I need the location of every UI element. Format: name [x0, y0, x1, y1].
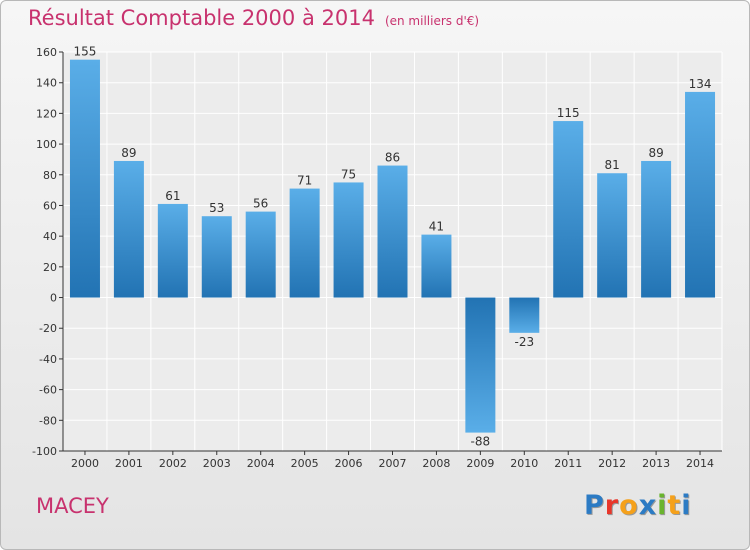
y-tick-label: 140	[36, 77, 57, 90]
x-tick-label: 2009	[466, 457, 494, 470]
brand-letter: t	[667, 490, 682, 521]
x-tick-label: 2006	[335, 457, 363, 470]
commune-name: MACEY	[36, 494, 109, 518]
brand-letter: x	[638, 490, 658, 521]
x-tick-label: 2014	[686, 457, 714, 470]
bar-value-label: 75	[341, 167, 356, 181]
bar-value-label: 41	[429, 220, 444, 234]
y-tick-label: 80	[43, 169, 57, 182]
bar-value-label: -88	[471, 435, 491, 449]
x-tick-label: 2003	[203, 457, 231, 470]
brand-letter: i	[681, 490, 692, 521]
bar-value-label: 134	[689, 77, 712, 91]
chart-title: Résultat Comptable 2000 à 2014 (en millie…	[28, 6, 479, 30]
y-tick-label: 100	[36, 138, 57, 151]
y-tick-label: 40	[43, 230, 57, 243]
x-tick-label: 2000	[71, 457, 99, 470]
bar-value-label: -23	[514, 335, 534, 349]
bar-value-label: 89	[121, 146, 136, 160]
y-tick-label: 20	[43, 261, 57, 274]
bar	[421, 234, 452, 298]
bar	[509, 297, 540, 333]
bar-value-label: 56	[253, 197, 268, 211]
bar	[289, 188, 320, 298]
bar-value-label: 155	[74, 45, 97, 59]
bar	[69, 59, 100, 298]
bar	[553, 121, 584, 298]
y-tick-label: -20	[39, 322, 57, 335]
bar	[113, 160, 144, 298]
bar	[201, 216, 232, 298]
brand-letter: P	[584, 490, 605, 521]
bar	[685, 91, 716, 298]
y-tick-label: 160	[36, 46, 57, 59]
x-tick-label: 2005	[291, 457, 319, 470]
x-tick-label: 2013	[642, 457, 670, 470]
y-tick-label: -100	[32, 445, 57, 458]
chart-unit: (en milliers d'€)	[384, 14, 480, 28]
bar	[245, 211, 276, 298]
bar	[597, 173, 628, 298]
bar	[465, 297, 496, 433]
bar-value-label: 81	[605, 158, 620, 172]
brand-logo: Proxiti	[584, 490, 692, 521]
y-tick-label: -60	[39, 384, 57, 397]
y-tick-label: 60	[43, 199, 57, 212]
y-tick-label: -80	[39, 414, 57, 427]
y-tick-label: 120	[36, 107, 57, 120]
bar-value-label: 115	[557, 106, 580, 120]
bar-value-label: 86	[385, 151, 400, 165]
bar-value-label: 71	[297, 174, 312, 188]
brand-letter: r	[604, 490, 620, 521]
bar	[377, 165, 408, 298]
x-tick-label: 2012	[598, 457, 626, 470]
x-tick-label: 2008	[422, 457, 450, 470]
x-tick-label: 2011	[554, 457, 582, 470]
bar-value-label: 89	[648, 146, 663, 160]
chart-title-text: Résultat Comptable 2000 à 2014	[28, 6, 375, 30]
brand-letter: o	[619, 490, 639, 521]
x-tick-label: 2004	[247, 457, 275, 470]
x-tick-label: 2002	[159, 457, 187, 470]
bar	[157, 203, 188, 298]
bar-value-label: 53	[209, 201, 224, 215]
y-tick-label: -40	[39, 353, 57, 366]
brand-letter: i	[657, 490, 668, 521]
bar-value-label: 61	[165, 189, 180, 203]
y-tick-label: 0	[50, 292, 57, 305]
x-tick-label: 2007	[379, 457, 407, 470]
bar	[333, 182, 364, 298]
x-tick-label: 2010	[510, 457, 538, 470]
bar	[641, 160, 672, 298]
x-tick-label: 2001	[115, 457, 143, 470]
